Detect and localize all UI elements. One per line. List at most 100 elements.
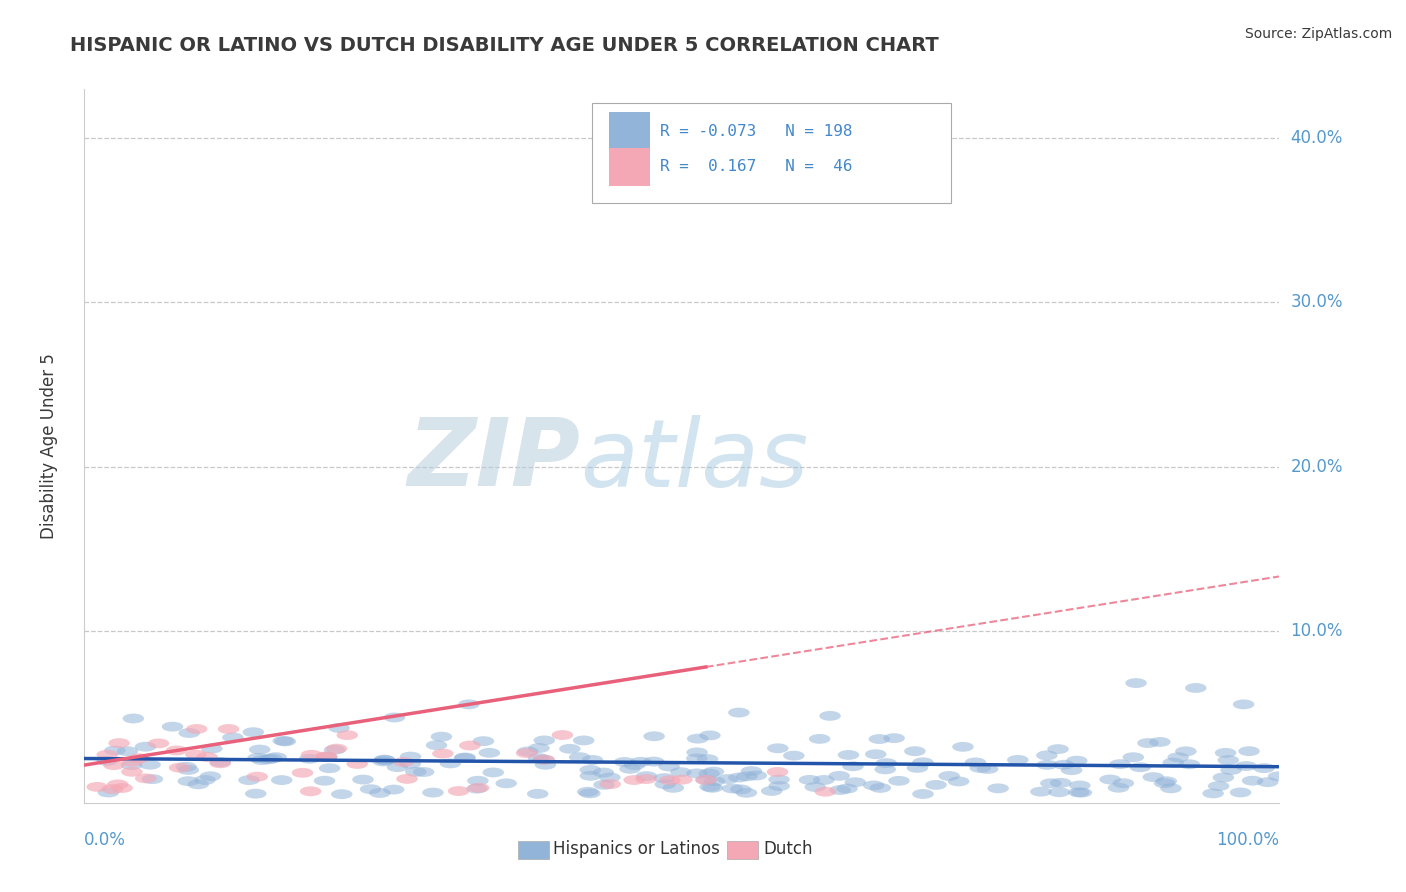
Ellipse shape: [912, 789, 934, 799]
Ellipse shape: [599, 780, 621, 789]
Ellipse shape: [222, 732, 243, 742]
Text: Dutch: Dutch: [763, 840, 813, 858]
Ellipse shape: [624, 760, 645, 770]
Ellipse shape: [579, 771, 602, 780]
Ellipse shape: [387, 762, 408, 772]
Ellipse shape: [735, 788, 758, 797]
Ellipse shape: [374, 756, 395, 765]
Ellipse shape: [703, 776, 725, 786]
Ellipse shape: [399, 759, 420, 769]
Ellipse shape: [249, 745, 270, 755]
Ellipse shape: [200, 772, 221, 781]
Ellipse shape: [194, 775, 215, 785]
Ellipse shape: [179, 728, 200, 738]
Ellipse shape: [904, 747, 925, 756]
Ellipse shape: [111, 783, 134, 793]
Ellipse shape: [142, 774, 163, 784]
Ellipse shape: [533, 755, 555, 764]
Ellipse shape: [655, 780, 676, 789]
Ellipse shape: [703, 766, 724, 777]
Ellipse shape: [1167, 752, 1189, 762]
Ellipse shape: [121, 767, 142, 777]
Ellipse shape: [654, 773, 675, 783]
Ellipse shape: [1062, 765, 1083, 775]
Ellipse shape: [1212, 772, 1234, 782]
Ellipse shape: [122, 714, 143, 723]
Ellipse shape: [551, 731, 574, 740]
Ellipse shape: [699, 769, 720, 779]
Ellipse shape: [97, 788, 120, 797]
Ellipse shape: [745, 771, 768, 780]
Ellipse shape: [266, 752, 287, 762]
Ellipse shape: [1163, 757, 1184, 767]
Text: 0.0%: 0.0%: [84, 831, 127, 849]
Ellipse shape: [579, 789, 600, 798]
Ellipse shape: [1108, 783, 1129, 793]
Ellipse shape: [889, 776, 910, 786]
Ellipse shape: [614, 757, 636, 767]
Ellipse shape: [1149, 737, 1171, 747]
Ellipse shape: [316, 752, 337, 762]
Ellipse shape: [516, 748, 537, 758]
Ellipse shape: [104, 746, 125, 756]
Ellipse shape: [721, 783, 744, 793]
Ellipse shape: [257, 755, 280, 764]
Ellipse shape: [107, 780, 128, 789]
Ellipse shape: [139, 760, 160, 770]
Ellipse shape: [186, 749, 207, 759]
Ellipse shape: [382, 785, 405, 795]
Ellipse shape: [529, 743, 550, 753]
Ellipse shape: [688, 734, 709, 744]
Ellipse shape: [1112, 778, 1135, 789]
Ellipse shape: [384, 713, 405, 723]
Ellipse shape: [405, 767, 426, 777]
Ellipse shape: [686, 747, 707, 757]
Text: atlas: atlas: [581, 415, 808, 506]
Ellipse shape: [370, 788, 391, 798]
Ellipse shape: [838, 750, 859, 760]
Ellipse shape: [1208, 781, 1229, 791]
Ellipse shape: [1268, 772, 1289, 781]
Text: HISPANIC OR LATINO VS DUTCH DISABILITY AGE UNDER 5 CORRELATION CHART: HISPANIC OR LATINO VS DUTCH DISABILITY A…: [70, 36, 939, 54]
Ellipse shape: [1137, 738, 1159, 748]
Ellipse shape: [209, 757, 231, 767]
FancyBboxPatch shape: [727, 840, 758, 859]
Ellipse shape: [1241, 776, 1264, 786]
Ellipse shape: [1175, 747, 1197, 756]
Ellipse shape: [245, 789, 267, 798]
Ellipse shape: [432, 748, 454, 758]
Ellipse shape: [97, 756, 118, 766]
Ellipse shape: [970, 763, 991, 772]
Ellipse shape: [1053, 760, 1074, 770]
Ellipse shape: [128, 754, 149, 764]
Ellipse shape: [1066, 756, 1088, 765]
Ellipse shape: [582, 755, 603, 764]
Ellipse shape: [730, 784, 752, 795]
Ellipse shape: [1233, 699, 1254, 709]
Ellipse shape: [592, 768, 614, 778]
Ellipse shape: [741, 766, 762, 776]
Ellipse shape: [336, 731, 359, 740]
Ellipse shape: [671, 775, 693, 785]
Ellipse shape: [330, 789, 353, 799]
Text: R = -0.073   N = 198: R = -0.073 N = 198: [661, 124, 853, 139]
Ellipse shape: [799, 775, 820, 785]
Ellipse shape: [162, 722, 183, 731]
Ellipse shape: [1099, 774, 1121, 784]
Ellipse shape: [422, 788, 444, 797]
Ellipse shape: [686, 769, 707, 779]
Ellipse shape: [148, 739, 169, 748]
Ellipse shape: [467, 776, 489, 786]
FancyBboxPatch shape: [592, 103, 950, 203]
Ellipse shape: [659, 775, 681, 785]
Ellipse shape: [97, 750, 118, 760]
Text: 20.0%: 20.0%: [1291, 458, 1343, 475]
Ellipse shape: [876, 758, 897, 768]
Ellipse shape: [1154, 779, 1175, 789]
Ellipse shape: [299, 754, 321, 764]
Ellipse shape: [517, 747, 538, 756]
Text: 10.0%: 10.0%: [1291, 622, 1343, 640]
Ellipse shape: [472, 736, 495, 746]
Ellipse shape: [430, 731, 453, 741]
Ellipse shape: [869, 734, 890, 744]
